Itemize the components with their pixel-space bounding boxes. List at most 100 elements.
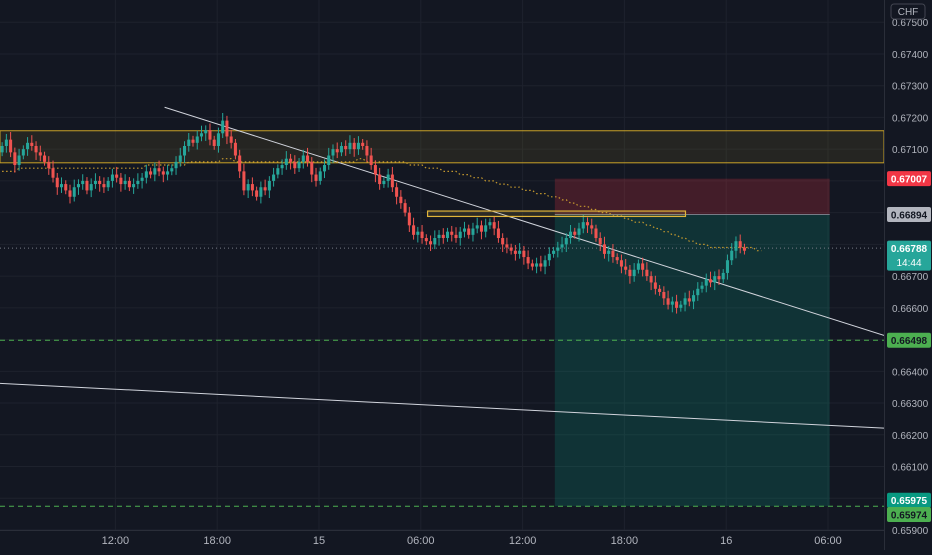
candle-body[interactable]: [738, 241, 742, 248]
price-axis-panel[interactable]: [884, 0, 932, 550]
candle-body[interactable]: [641, 263, 645, 270]
candle-body[interactable]: [526, 257, 530, 264]
candle-body[interactable]: [93, 180, 97, 185]
candle-body[interactable]: [199, 133, 204, 137]
candle-body[interactable]: [182, 145, 187, 156]
candle-body[interactable]: [395, 187, 399, 197]
candle-body[interactable]: [632, 269, 636, 277]
upper-trendline[interactable]: [164, 106, 884, 336]
candle-body[interactable]: [649, 276, 653, 283]
candle-body[interactable]: [30, 142, 34, 146]
candle-body[interactable]: [704, 279, 708, 286]
candle-body[interactable]: [501, 238, 505, 245]
candle-body[interactable]: [115, 174, 119, 178]
candle-body[interactable]: [412, 225, 416, 235]
currency-badge[interactable]: [890, 3, 926, 20]
candle-body[interactable]: [628, 269, 632, 277]
marked-level-box[interactable]: [426, 210, 687, 218]
candle-body[interactable]: [166, 171, 170, 175]
candle-body[interactable]: [573, 231, 577, 235]
candle-body[interactable]: [110, 174, 114, 181]
candle-body[interactable]: [157, 168, 161, 172]
candle-body[interactable]: [297, 161, 301, 169]
candle-body[interactable]: [696, 288, 700, 296]
candle-body[interactable]: [369, 155, 373, 166]
candle-body[interactable]: [496, 228, 500, 239]
candle-body[interactable]: [653, 282, 657, 289]
candle-body[interactable]: [471, 228, 475, 235]
candle-body[interactable]: [687, 298, 691, 302]
candle-body[interactable]: [645, 269, 649, 277]
candle-body[interactable]: [187, 139, 191, 146]
candle-body[interactable]: [713, 276, 717, 283]
candle-body[interactable]: [530, 263, 534, 267]
candle-body[interactable]: [64, 184, 68, 191]
candle-body[interactable]: [85, 180, 89, 191]
candle-body[interactable]: [76, 184, 80, 188]
candle-body[interactable]: [662, 291, 666, 299]
candle-body[interactable]: [467, 228, 471, 235]
candle-body[interactable]: [276, 168, 280, 175]
candle-body[interactable]: [161, 171, 165, 175]
candle-body[interactable]: [322, 165, 327, 172]
candle-body[interactable]: [229, 136, 233, 143]
candle-body[interactable]: [734, 241, 738, 251]
candle-body[interactable]: [267, 180, 271, 191]
candle-body[interactable]: [522, 250, 526, 258]
candle-body[interactable]: [356, 142, 360, 150]
candle-body[interactable]: [492, 222, 496, 229]
candle-body[interactable]: [318, 171, 322, 181]
candle-body[interactable]: [598, 238, 602, 245]
candle-body[interactable]: [543, 260, 547, 267]
candle-body[interactable]: [306, 155, 310, 162]
candle-body[interactable]: [98, 180, 102, 185]
candle-body[interactable]: [136, 180, 140, 185]
candle-body[interactable]: [272, 174, 276, 181]
candle-body[interactable]: [4, 139, 8, 146]
candle-body[interactable]: [717, 276, 721, 280]
candle-body[interactable]: [221, 120, 225, 134]
plot-area[interactable]: [0, 0, 884, 530]
candle-body[interactable]: [284, 158, 288, 166]
candle-body[interactable]: [615, 257, 619, 261]
candle-body[interactable]: [144, 171, 148, 178]
candle-body[interactable]: [505, 244, 509, 248]
candle-body[interactable]: [488, 222, 492, 226]
candle-body[interactable]: [361, 142, 365, 146]
candle-body[interactable]: [670, 301, 674, 305]
candle-body[interactable]: [378, 174, 382, 185]
candle-body[interactable]: [585, 222, 590, 226]
candle-body[interactable]: [26, 142, 30, 150]
candle-body[interactable]: [127, 180, 131, 188]
candle-body[interactable]: [556, 247, 560, 251]
candle-body[interactable]: [68, 190, 72, 197]
candle-body[interactable]: [310, 161, 314, 175]
candle-body[interactable]: [225, 120, 229, 137]
candle-body[interactable]: [259, 187, 263, 197]
candle-body[interactable]: [407, 212, 411, 226]
candle-body[interactable]: [47, 161, 51, 169]
candle-body[interactable]: [13, 152, 17, 166]
candle-body[interactable]: [386, 174, 390, 181]
candle-body[interactable]: [539, 263, 543, 267]
candle-body[interactable]: [373, 165, 377, 175]
candle-body[interactable]: [535, 263, 539, 267]
candle-body[interactable]: [21, 149, 25, 156]
candle-body[interactable]: [382, 180, 386, 185]
candle-body[interactable]: [246, 184, 250, 191]
candle-body[interactable]: [611, 250, 615, 258]
candle-body[interactable]: [208, 130, 212, 140]
candle-body[interactable]: [624, 266, 628, 270]
candle-body[interactable]: [416, 231, 420, 235]
candle-body[interactable]: [43, 155, 47, 162]
candle-body[interactable]: [293, 161, 297, 169]
candle-body[interactable]: [348, 142, 352, 150]
candle-body[interactable]: [280, 165, 284, 169]
candle-body[interactable]: [390, 174, 394, 188]
candle-body[interactable]: [72, 187, 76, 197]
candle-body[interactable]: [263, 187, 267, 191]
candle-body[interactable]: [445, 231, 450, 239]
candle-body[interactable]: [238, 155, 242, 172]
candle-body[interactable]: [51, 168, 55, 178]
candle-body[interactable]: [339, 145, 343, 153]
